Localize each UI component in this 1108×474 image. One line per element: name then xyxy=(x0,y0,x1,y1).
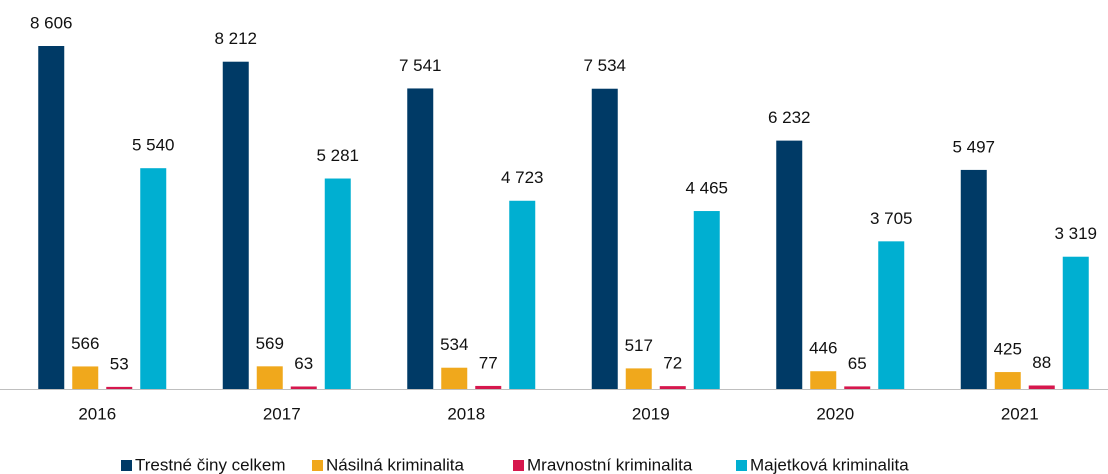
x-tick-label: 2020 xyxy=(816,404,854,423)
legend-label: Trestné činy celkem xyxy=(135,455,286,474)
bar xyxy=(140,168,167,389)
value-label: 53 xyxy=(110,354,129,373)
bar xyxy=(106,386,133,389)
bar xyxy=(256,366,283,389)
value-label: 517 xyxy=(625,336,653,355)
bar xyxy=(324,178,351,389)
x-tick-label: 2018 xyxy=(447,404,485,423)
value-label: 7 541 xyxy=(399,56,442,75)
value-label: 7 534 xyxy=(583,56,626,75)
bar xyxy=(1062,256,1089,389)
value-label: 5 497 xyxy=(952,137,995,156)
x-tick-label: 2019 xyxy=(632,404,670,423)
value-label: 3 705 xyxy=(870,209,913,228)
bar xyxy=(441,367,468,389)
bar xyxy=(222,61,249,389)
value-label: 88 xyxy=(1032,353,1051,372)
value-label: 3 319 xyxy=(1054,224,1097,243)
bar xyxy=(960,169,987,389)
value-label: 5 540 xyxy=(132,136,175,155)
bar xyxy=(1028,385,1055,389)
value-label: 4 465 xyxy=(685,179,728,198)
value-label: 77 xyxy=(479,353,498,372)
bar xyxy=(844,386,871,389)
legend-swatch xyxy=(513,460,524,471)
legend-label: Mravnostní kriminalita xyxy=(527,455,693,474)
bar xyxy=(407,88,434,390)
value-label: 4 723 xyxy=(501,168,544,187)
bar xyxy=(776,140,803,389)
legend-label: Násilná kriminalita xyxy=(326,455,464,474)
bar xyxy=(810,371,837,389)
value-label: 446 xyxy=(809,339,837,358)
value-label: 425 xyxy=(994,340,1022,359)
bar xyxy=(659,386,686,389)
x-tick-label: 2021 xyxy=(1001,404,1039,423)
bar xyxy=(625,368,652,389)
bar xyxy=(693,211,720,389)
bar xyxy=(290,386,317,389)
value-label: 534 xyxy=(440,335,468,354)
value-label: 5 281 xyxy=(316,146,359,165)
x-tick-label: 2017 xyxy=(263,404,301,423)
value-label: 6 232 xyxy=(768,108,811,127)
bar xyxy=(38,46,65,389)
value-label: 8 212 xyxy=(214,29,257,48)
legend-label: Majetková kriminalita xyxy=(750,455,909,474)
value-label: 8 606 xyxy=(30,13,73,32)
bar xyxy=(475,385,502,389)
value-label: 72 xyxy=(663,354,682,373)
x-tick-label: 2016 xyxy=(78,404,116,423)
legend-swatch xyxy=(312,460,323,471)
legend-swatch xyxy=(736,460,747,471)
value-label: 65 xyxy=(848,354,867,373)
value-label: 63 xyxy=(294,354,313,373)
value-label: 566 xyxy=(71,334,99,353)
value-label: 569 xyxy=(256,334,284,353)
bar xyxy=(509,200,536,389)
legend-swatch xyxy=(121,460,132,471)
bar xyxy=(591,88,618,390)
bar xyxy=(878,241,905,389)
bar xyxy=(994,372,1021,389)
bar xyxy=(72,366,99,389)
